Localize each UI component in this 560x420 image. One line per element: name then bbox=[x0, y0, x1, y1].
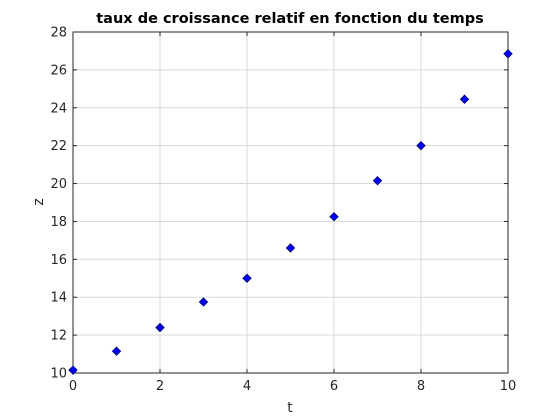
x-tick-label: 0 bbox=[69, 379, 77, 394]
data-point bbox=[503, 49, 513, 59]
data-points bbox=[68, 49, 513, 375]
grid-lines bbox=[72, 31, 509, 374]
x-tick-label: 6 bbox=[330, 379, 338, 394]
data-point bbox=[459, 94, 470, 104]
data-point bbox=[111, 346, 122, 356]
x-tick-label: 4 bbox=[243, 379, 251, 394]
y-tick-label: 18 bbox=[50, 215, 67, 230]
data-point bbox=[242, 273, 252, 283]
y-tick-label: 28 bbox=[50, 26, 67, 41]
x-tick-label: 2 bbox=[156, 379, 164, 394]
y-tick-label: 16 bbox=[50, 253, 67, 268]
y-tick-label: 20 bbox=[50, 177, 67, 192]
data-point bbox=[372, 176, 383, 186]
plot-area bbox=[73, 32, 508, 373]
y-tick-label: 24 bbox=[50, 101, 67, 116]
y-tick-label: 26 bbox=[50, 63, 67, 78]
data-point bbox=[198, 297, 209, 307]
x-tick-label: 10 bbox=[500, 379, 517, 394]
chart-title: taux de croissance relatif en fonction d… bbox=[96, 11, 484, 27]
y-axis-label: z bbox=[31, 198, 47, 205]
y-tick-label: 22 bbox=[50, 139, 67, 154]
plot-frame bbox=[72, 31, 509, 374]
y-tick-label: 12 bbox=[50, 329, 67, 344]
data-point bbox=[285, 243, 296, 253]
data-point bbox=[68, 365, 78, 375]
y-tick-label: 14 bbox=[50, 291, 67, 306]
x-axis-label: t bbox=[287, 400, 293, 416]
data-point bbox=[155, 322, 165, 333]
data-point bbox=[416, 140, 426, 151]
data-point bbox=[329, 212, 339, 222]
y-tick-label: 10 bbox=[50, 367, 67, 382]
x-tick-label: 8 bbox=[417, 379, 425, 394]
